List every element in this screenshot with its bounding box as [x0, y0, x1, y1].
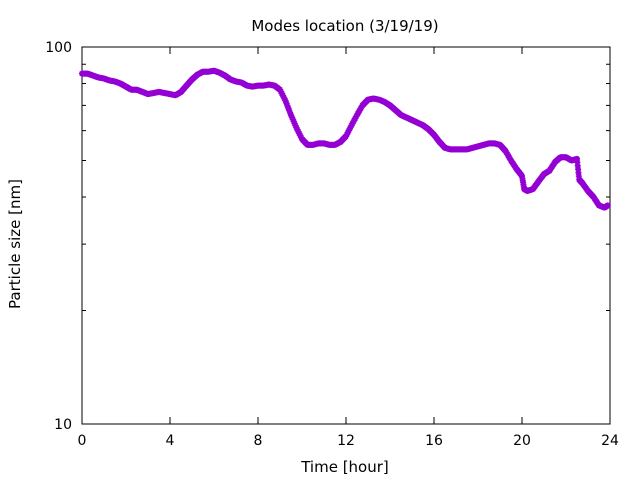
data-point — [288, 114, 295, 121]
data-point — [574, 155, 580, 162]
axis-tick-labels: 0 4 8 12 16 20 24 10 100 — [45, 40, 619, 449]
plot-area-frame — [81, 46, 611, 425]
data-point — [282, 97, 289, 104]
data-point — [291, 120, 298, 127]
data-point — [292, 122, 299, 129]
x-axis-label: Time [hour] — [300, 458, 389, 476]
x-tick-label: 0 — [78, 433, 87, 449]
x-tick-label: 24 — [601, 433, 619, 449]
data-series — [79, 67, 611, 211]
data-point — [290, 118, 297, 125]
x-tick-label: 12 — [337, 433, 355, 449]
chart-title: Modes location (3/19/19) — [251, 17, 438, 35]
data-point — [286, 107, 293, 114]
data-point — [574, 159, 581, 166]
data-point — [284, 102, 291, 109]
axis-ticks — [81, 46, 611, 425]
data-point — [285, 104, 292, 111]
y-axis-label: Particle size [nm] — [6, 179, 24, 309]
y-tick-label: 100 — [45, 40, 72, 56]
data-point — [283, 100, 290, 107]
data-point — [287, 109, 294, 116]
x-tick-label: 8 — [254, 433, 263, 449]
data-point — [288, 112, 294, 119]
data-point — [574, 162, 581, 169]
data-point — [575, 173, 582, 180]
x-tick-label: 4 — [166, 433, 175, 449]
y-tick-label: 10 — [54, 417, 72, 433]
data-point — [289, 116, 296, 123]
x-tick-label: 16 — [425, 433, 443, 449]
data-point — [575, 166, 582, 173]
data-point — [604, 202, 611, 209]
data-point — [575, 169, 582, 176]
x-tick-label: 20 — [513, 433, 531, 449]
